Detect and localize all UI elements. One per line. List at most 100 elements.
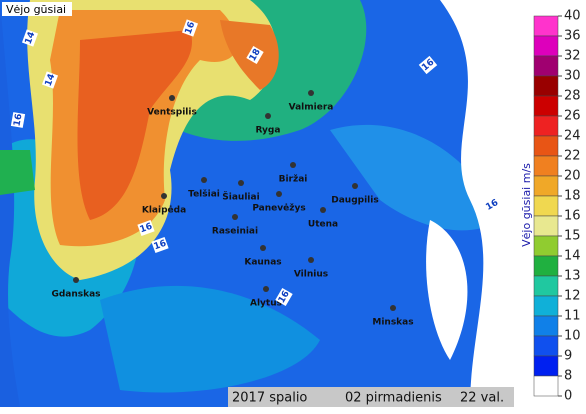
colorbar-tick-label: 10	[564, 329, 581, 344]
colorbar-segment	[533, 355, 559, 377]
city-dot	[201, 177, 207, 183]
contour-label: 18	[246, 45, 264, 65]
footer-hour: 22 val.	[460, 391, 504, 406]
colorbar-segment	[533, 315, 559, 337]
colorbar-tick-label: 40	[564, 9, 581, 24]
contour-label-box	[275, 287, 293, 307]
city-dot	[238, 180, 244, 186]
contour-label-box	[21, 29, 39, 47]
colorbar-tick-label: 16	[564, 209, 581, 224]
cities: Ventspilis Valmiera Ryga Biržai Telšiai Šiaul…	[51, 90, 414, 328]
contour-label-text: 16	[153, 239, 168, 253]
colorbar-tick-label: 13	[564, 269, 581, 284]
city-label: Telšiai	[188, 189, 220, 200]
colorbar-tick-label: 14	[564, 249, 581, 264]
contour-label-box	[10, 112, 26, 128]
city-dot	[308, 90, 314, 96]
contour-label: 16	[275, 287, 293, 307]
colorbar-tick-label: 36	[564, 29, 581, 44]
colorbar-tick-label: 0	[564, 389, 572, 404]
contour-label: 14	[41, 71, 59, 89]
contour-label-text: 14	[44, 73, 58, 88]
contour-label-text: 16	[184, 21, 198, 36]
contour-label-box	[418, 55, 438, 75]
contour-label-box	[181, 19, 199, 37]
city-label: Alytus	[250, 299, 282, 309]
city-label: Ryga	[256, 126, 281, 136]
city-dot	[161, 193, 167, 199]
colorbar-tick-label: 26	[564, 109, 581, 124]
colorbar-label: Vėjo gūsiai m/s	[520, 163, 533, 247]
city-dot	[390, 305, 396, 311]
city-dot	[263, 286, 269, 292]
colorbar-segment	[533, 275, 559, 297]
colorbar-tick-label: 28	[564, 89, 581, 104]
city-dot	[320, 207, 326, 213]
title-box	[2, 2, 72, 16]
colorbar: Vėjo gūsiai m/s 40 36 32 30 28 26 24 22 20 18 16 15…	[520, 9, 581, 404]
colorbar-tick-label: 11	[564, 309, 581, 324]
colorbar-tick-label: 32	[564, 49, 581, 64]
city-dot	[352, 183, 358, 189]
contour-label-box	[137, 219, 155, 237]
city-label: Biržai	[279, 175, 308, 185]
colorbar-tick-label: 8	[564, 369, 572, 384]
footer-date: 2017 spalio	[232, 391, 307, 406]
colorbar-tick-label: 30	[564, 69, 581, 84]
city-dot	[232, 214, 238, 220]
city-label: Gdanskas	[51, 290, 100, 300]
colorbar-tick-label: 24	[564, 129, 581, 144]
contour-label: 16	[10, 112, 26, 128]
contour-label: 14	[21, 29, 39, 47]
city-dot	[276, 191, 282, 197]
city-dot	[290, 162, 296, 168]
colorbar-segment	[533, 175, 559, 197]
colorbar-segment	[533, 35, 559, 57]
colorbar-segment	[533, 95, 559, 117]
city-label: Valmiera	[289, 103, 334, 113]
footer: 2017 spalio 02 pirmadienis 22 val.	[228, 387, 514, 407]
contour-label-box	[482, 196, 502, 214]
contour-label: 16	[181, 19, 199, 37]
city-dot	[308, 257, 314, 263]
contour-label-box	[246, 45, 264, 65]
city-label: Panevėžys	[252, 204, 305, 214]
colorbar-segment	[533, 195, 559, 217]
footer-day: 02 pirmadienis	[345, 391, 442, 406]
city-label: Ventspilis	[147, 108, 197, 118]
city-label: Vilnius	[294, 270, 328, 280]
city-label: Utena	[308, 220, 338, 230]
contour-label-text: 16	[12, 113, 24, 127]
colorbar-segment	[533, 255, 559, 277]
colorbar-segment	[533, 155, 559, 177]
contour-label-text: 14	[24, 31, 38, 46]
city-dot	[265, 113, 271, 119]
city-label: Daugpilis	[331, 196, 378, 206]
contour-label: 16	[151, 236, 169, 254]
colorbar-tick-label: 22	[564, 149, 581, 164]
contour-label-text: 16	[139, 222, 154, 236]
colorbar-segment	[533, 75, 559, 97]
colorbar-segment	[533, 235, 559, 257]
colorbar-tick-label: 9	[564, 349, 572, 364]
city-dot	[169, 95, 175, 101]
city-label: Minskas	[372, 318, 413, 328]
colorbar-segment	[533, 335, 559, 357]
colorbar-tick-label: 15	[564, 229, 581, 244]
contour-label-box	[151, 236, 169, 254]
colorbar-segment	[533, 295, 559, 317]
colorbar-tick-label: 12	[564, 289, 581, 304]
colorbar-segment	[533, 15, 559, 37]
colorbar-segment	[533, 115, 559, 137]
colorbar-tick-label: 18	[564, 189, 581, 204]
contour-label: 16	[137, 219, 155, 237]
colorbar-segment	[533, 375, 559, 397]
colorbar-segment	[533, 55, 559, 77]
city-label: Raseiniai	[212, 227, 258, 237]
city-dot	[260, 245, 266, 251]
colorbar-segment	[533, 135, 559, 157]
contour-label-box	[41, 71, 59, 89]
city-label: Klaipėda	[142, 206, 186, 216]
